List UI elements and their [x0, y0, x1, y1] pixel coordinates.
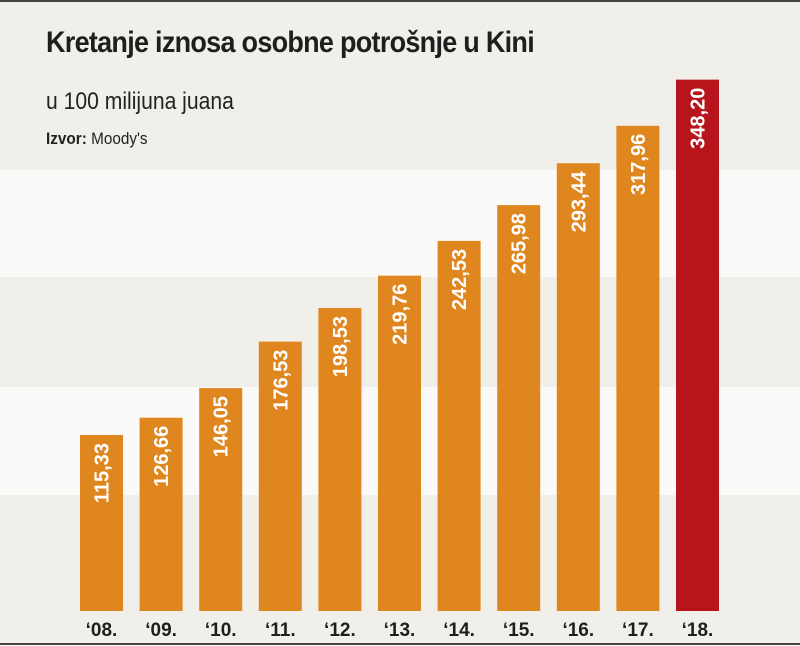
- bar: [80, 435, 123, 611]
- x-tick-label: ‘12.: [324, 620, 356, 641]
- data-label: 198,53: [330, 316, 352, 377]
- x-tick-labels: ‘08. ‘09. ‘10. ‘11. ‘12. ‘13. ‘14. ‘15. ‘16. ‘17.…: [86, 620, 714, 641]
- data-label: 115,33: [92, 443, 114, 503]
- bar: [258, 341, 302, 611]
- x-tick-label: ‘15.: [503, 620, 535, 641]
- bar: [676, 79, 719, 612]
- data-label: 265,98: [509, 213, 531, 274]
- data-label: 219,76: [390, 284, 412, 345]
- data-label: 293,44: [568, 170, 590, 232]
- background-band: [0, 0, 800, 170]
- bars: [80, 79, 719, 612]
- bar: [199, 388, 243, 611]
- data-label: 176,53: [270, 350, 292, 411]
- bar: [139, 417, 183, 611]
- x-tick-label: ‘11.: [265, 620, 296, 641]
- data-label: 146,05: [211, 396, 233, 457]
- bar: [318, 308, 362, 611]
- x-tick-label: ‘18.: [682, 620, 714, 641]
- bar: [616, 125, 660, 612]
- data-label: 126,66: [151, 426, 173, 487]
- x-tick-label: ‘13.: [384, 620, 416, 641]
- x-tick-label: ‘10.: [205, 620, 237, 641]
- bar: [437, 240, 481, 611]
- x-tick-label: ‘09.: [145, 620, 177, 641]
- chart-subtitle: u 100 milijuna juana: [46, 88, 234, 115]
- source-label: Izvor:: [46, 129, 87, 148]
- bar: [378, 275, 421, 611]
- data-labels: 115,33 126,66 146,05 176,53 198,53 219,76 242,…: [92, 88, 710, 503]
- x-tick-label: ‘08.: [86, 620, 118, 641]
- bar: [497, 205, 541, 612]
- x-tick-label: ‘17.: [622, 620, 654, 641]
- chart-source: Izvor: Moody's: [46, 129, 148, 149]
- bar: [556, 163, 600, 611]
- source-name: Moody's: [91, 129, 148, 148]
- data-label: 348,20: [688, 88, 710, 149]
- background-band: [0, 170, 800, 277]
- data-label: 317,96: [628, 134, 650, 195]
- x-tick-label: ‘14.: [443, 620, 475, 641]
- chart-title: Kretanje iznosa osobne potrošnje u Kini: [46, 26, 535, 59]
- data-label: 242,53: [449, 249, 471, 310]
- x-tick-label: ‘16.: [562, 620, 594, 641]
